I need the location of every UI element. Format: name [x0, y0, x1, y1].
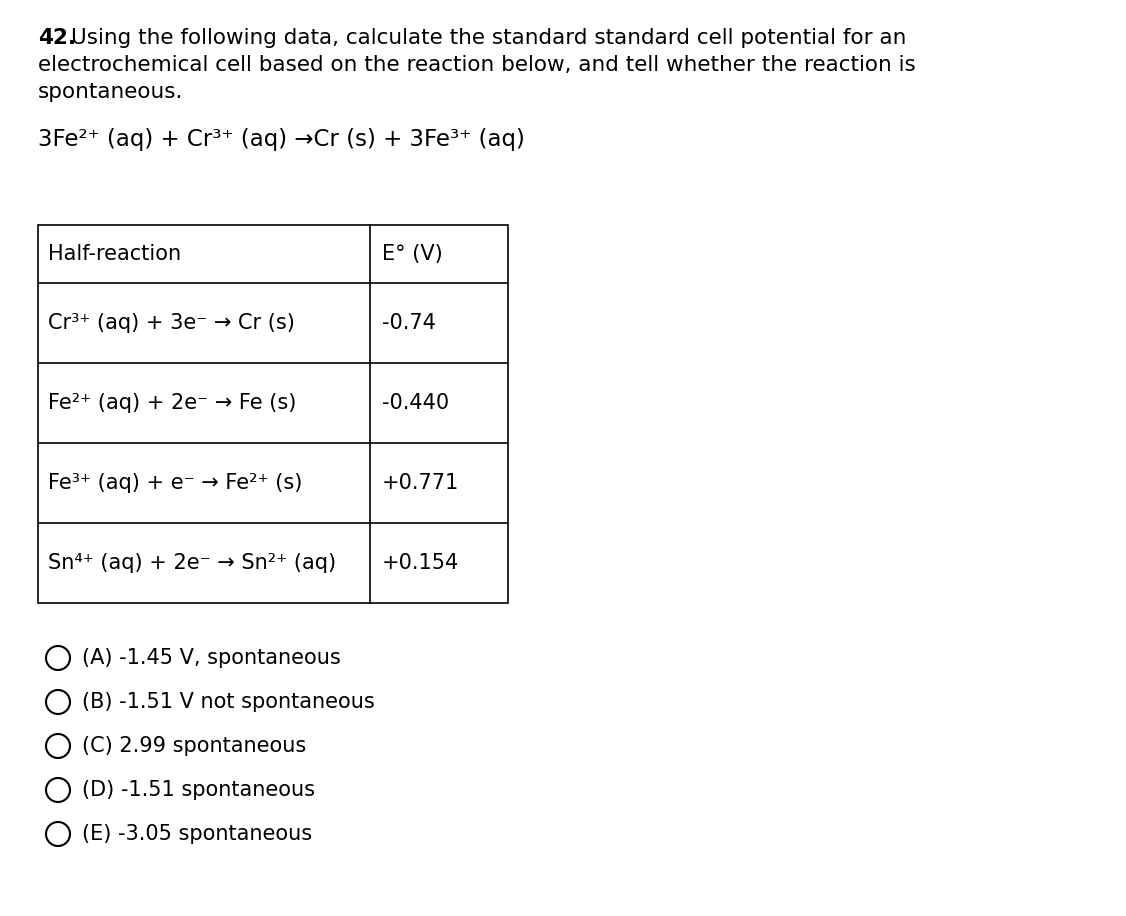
Text: (E) -3.05 spontaneous: (E) -3.05 spontaneous [82, 824, 312, 844]
Text: Cr³⁺ (aq) + 3e⁻ → Cr (s): Cr³⁺ (aq) + 3e⁻ → Cr (s) [48, 313, 295, 333]
Text: (B) -1.51 V not spontaneous: (B) -1.51 V not spontaneous [82, 692, 375, 712]
Text: 3Fe²⁺ (aq) + Cr³⁺ (aq) →Cr (s) + 3Fe³⁺ (aq): 3Fe²⁺ (aq) + Cr³⁺ (aq) →Cr (s) + 3Fe³⁺ (… [38, 128, 525, 151]
Text: E° (V): E° (V) [382, 244, 443, 264]
Text: 42.: 42. [38, 28, 77, 48]
Bar [38, 225, 508, 603]
Text: Using the following data, calculate the standard standard cell potential for an: Using the following data, calculate the … [71, 28, 906, 48]
Text: electrochemical cell based on the reaction below, and tell whether the reaction : electrochemical cell based on the reacti… [38, 55, 915, 75]
Text: Half-reaction: Half-reaction [48, 244, 181, 264]
Text: -0.440: -0.440 [382, 393, 449, 413]
Text: Sn⁴⁺ (aq) + 2e⁻ → Sn²⁺ (aq): Sn⁴⁺ (aq) + 2e⁻ → Sn²⁺ (aq) [48, 553, 337, 573]
Text: spontaneous.: spontaneous. [38, 82, 184, 102]
Text: Fe³⁺ (aq) + e⁻ → Fe²⁺ (s): Fe³⁺ (aq) + e⁻ → Fe²⁺ (s) [48, 473, 303, 493]
Text: (A) -1.45 V, spontaneous: (A) -1.45 V, spontaneous [82, 648, 341, 668]
Text: -0.74: -0.74 [382, 313, 436, 333]
Text: (D) -1.51 spontaneous: (D) -1.51 spontaneous [82, 780, 315, 800]
Text: +0.154: +0.154 [382, 553, 459, 573]
Text: +0.771: +0.771 [382, 473, 459, 493]
Text: (C) 2.99 spontaneous: (C) 2.99 spontaneous [82, 736, 306, 756]
Text: Fe²⁺ (aq) + 2e⁻ → Fe (s): Fe²⁺ (aq) + 2e⁻ → Fe (s) [48, 393, 296, 413]
